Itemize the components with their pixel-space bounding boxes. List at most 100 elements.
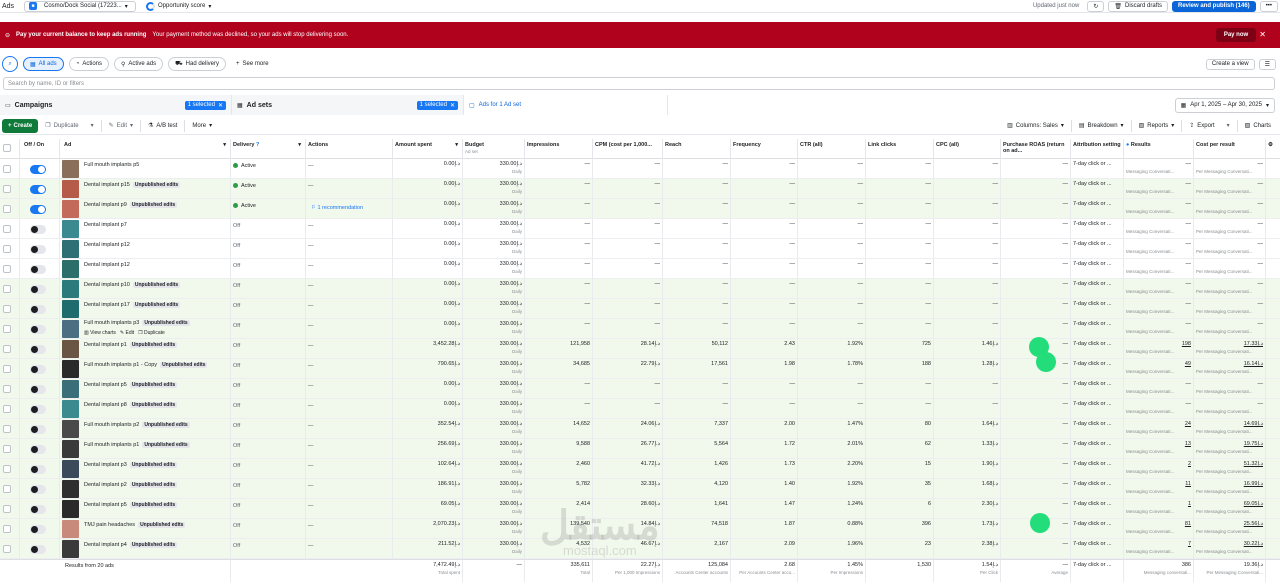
cell-cost[interactable]: 17.33د.إ Per Messaging Conversati... [1194,339,1266,359]
toggle-cell[interactable] [20,179,60,199]
select-cell[interactable] [0,159,20,179]
more-options-button[interactable]: ••• [1259,0,1278,12]
opportunity-score[interactable]: Opportunity score ▾ [146,1,211,11]
chip-had-delivery[interactable]: ⛟ Had delivery [168,57,227,71]
select-cell[interactable] [0,419,20,439]
on-off-toggle[interactable] [30,385,46,394]
cell-cost[interactable]: — Per Messaging Conversati... [1194,319,1266,339]
cell-cost[interactable]: 30.22د.إ Per Messaging Conversati... [1194,539,1266,559]
toggle-cell[interactable] [20,199,60,219]
cell-cost[interactable]: 16.99د.إ Per Messaging Conversati... [1194,479,1266,499]
ad-name-cell[interactable]: Full mouth implants p3 Unpublished edits ▥… [60,319,231,339]
cell-cost[interactable]: 19.75د.إ Per Messaging Conversati... [1194,439,1266,459]
duplicate-link[interactable]: ❐ Duplicate [138,330,165,336]
close-icon[interactable]: ✕ [1259,30,1266,39]
ad-name-link[interactable]: Dental implant p3 Unpublished edits [84,462,178,468]
ad-name-link[interactable]: Dental implant p5 Unpublished edits [84,502,178,508]
row-checkbox[interactable] [3,225,11,233]
cell-results[interactable]: 198 Messaging Conversati... [1124,339,1194,359]
ad-name-link[interactable]: Dental implant p5 Unpublished edits [84,382,178,388]
toggle-cell[interactable] [20,439,60,459]
cell-cost[interactable]: — Per Messaging Conversati... [1194,279,1266,299]
table-row[interactable]: Dental implant p5 Unpublished edits Off — 69… [0,499,1280,519]
row-checkbox[interactable] [3,425,11,433]
table-row[interactable]: Dental implant p12 Off — 0.00د.إ 330.00د.إ Da… [0,259,1280,279]
cell-results[interactable]: 2 Messaging Conversati... [1124,459,1194,479]
on-off-toggle[interactable] [30,365,46,374]
row-checkbox[interactable] [3,345,11,353]
ad-name-cell[interactable]: Dental implant p4 Unpublished edits [60,539,231,559]
row-checkbox[interactable] [3,365,11,373]
toggle-cell[interactable] [20,519,60,539]
cell-results[interactable]: 13 Messaging Conversati... [1124,439,1194,459]
cell-cost[interactable]: — Per Messaging Conversati... [1194,199,1266,219]
ad-name-cell[interactable]: Dental implant p9 Unpublished edits [60,199,231,219]
ad-name-cell[interactable]: Dental implant p17 Unpublished edits [60,299,231,319]
row-checkbox[interactable] [3,205,11,213]
header-results[interactable]: ● Results [1124,139,1194,159]
row-checkbox[interactable] [3,385,11,393]
header-link-clicks[interactable]: Link clicks [866,139,934,159]
create-view-button[interactable]: Create a view [1205,58,1255,70]
cell-results[interactable]: 24 Messaging Conversati... [1124,419,1194,439]
select-cell[interactable] [0,499,20,519]
header-impressions[interactable]: Impressions [525,139,593,159]
more-button[interactable]: More ▾ [187,119,217,133]
row-checkbox[interactable] [3,485,11,493]
cell-results[interactable]: — Messaging Conversati... [1124,399,1194,419]
cell-results[interactable]: — Messaging Conversati... [1124,299,1194,319]
ad-name-cell[interactable]: Dental implant p5 Unpublished edits [60,499,231,519]
toggle-cell[interactable] [20,359,60,379]
select-cell[interactable] [0,359,20,379]
table-row[interactable]: Full mouth implants p1 - Copy Unpublished… [0,359,1280,379]
search-toggle-button[interactable]: ⌕ [2,56,18,72]
cell-cost[interactable]: — Per Messaging Conversati... [1194,179,1266,199]
ad-name-link[interactable]: Full mouth implants p2 Unpublished edits [84,422,190,428]
cell-cost[interactable]: 51.32د.إ Per Messaging Conversati... [1194,459,1266,479]
on-off-toggle[interactable] [30,265,46,274]
on-off-toggle[interactable] [30,505,46,514]
select-cell[interactable] [0,219,20,239]
recommendation-link[interactable]: ⚐ 1 recommendation [311,205,363,211]
duplicate-button[interactable]: ❐ Duplicate [40,119,83,133]
ad-name-link[interactable]: Dental implant p4 Unpublished edits [84,542,178,548]
on-off-toggle[interactable] [30,405,46,414]
header-delivery[interactable]: Delivery ? ▾ [231,139,306,159]
header-actions[interactable]: Actions [306,139,393,159]
row-checkbox[interactable] [3,285,11,293]
cell-results[interactable]: — Messaging Conversati... [1124,219,1194,239]
export-button[interactable]: ⇪ Export [1184,119,1219,133]
row-checkbox[interactable] [3,505,11,513]
table-row[interactable]: Dental implant p1 Unpublished edits Off — 3,… [0,339,1280,359]
on-off-toggle[interactable] [30,165,46,174]
ad-name-cell[interactable]: Dental implant p1 Unpublished edits [60,339,231,359]
row-checkbox[interactable] [3,165,11,173]
toggle-cell[interactable] [20,239,60,259]
row-checkbox[interactable] [3,525,11,533]
select-cell[interactable] [0,539,20,559]
cell-results[interactable]: 11 Messaging Conversati... [1124,479,1194,499]
ad-name-cell[interactable]: Dental implant p12 [60,259,231,279]
header-frequency[interactable]: Frequency [731,139,798,159]
header-ctr[interactable]: CTR (all) [798,139,866,159]
table-row[interactable]: Full mouth implants p1 Unpublished edits O… [0,439,1280,459]
toggle-cell[interactable] [20,399,60,419]
tab-campaigns[interactable]: ▭ Campaigns 1 selected ✕ [0,95,232,115]
ad-name-cell[interactable]: Full mouth implants p1 - Copy Unpublished… [60,359,231,379]
search-input[interactable]: Search by name, ID or filters [3,77,1275,90]
table-row[interactable]: Dental implant p8 Unpublished edits Off — 0.… [0,399,1280,419]
header-cost-per-result[interactable]: Cost per result [1194,139,1266,159]
table-row[interactable]: Dental implant p7 Off — 0.00د.إ 330.00د.إ Dai… [0,219,1280,239]
ad-name-cell[interactable]: Dental implant p5 Unpublished edits [60,379,231,399]
cell-cost[interactable]: — Per Messaging Conversati... [1194,259,1266,279]
edit-link[interactable]: ✎ Edit [120,330,134,336]
charts-button[interactable]: ▨ Charts [1240,119,1276,133]
date-range-picker[interactable]: ▦ Apr 1, 2025 – Apr 30, 2025 ▾ [1174,97,1275,113]
table-row[interactable]: Dental implant p4 Unpublished edits Off — 21… [0,539,1280,559]
cell-results[interactable]: — Messaging Conversati... [1124,319,1194,339]
ad-name-link[interactable]: Dental implant p2 Unpublished edits [84,482,178,488]
header-cpm[interactable]: CPM (cost per 1,000... [593,139,663,159]
table-row[interactable]: Dental implant p12 Off — 0.00د.إ 330.00د.إ Da… [0,239,1280,259]
cell-cost[interactable]: — Per Messaging Conversati... [1194,159,1266,179]
cell-results[interactable]: 49 Messaging Conversati... [1124,359,1194,379]
